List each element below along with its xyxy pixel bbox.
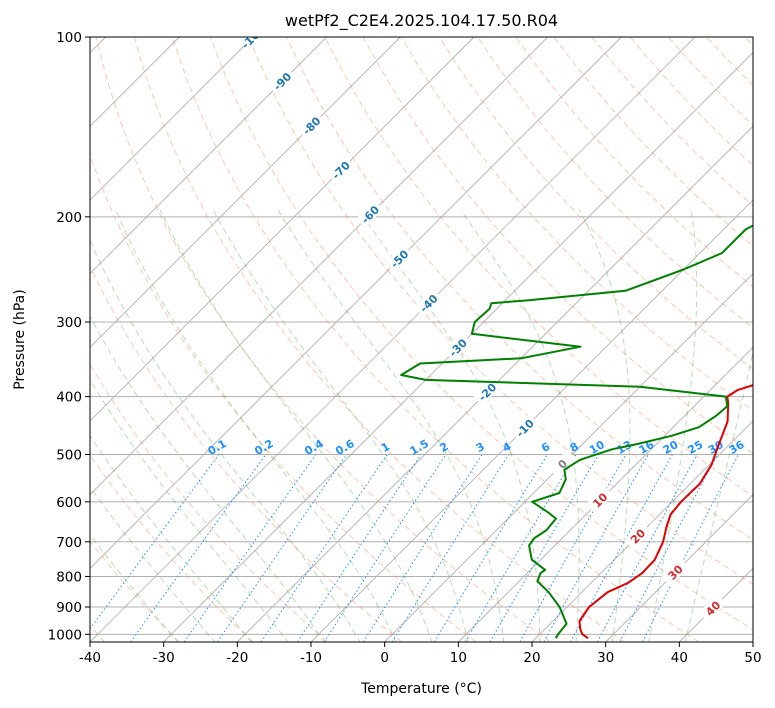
- mixing-ratio-line: [489, 454, 600, 642]
- isotherm-line: [90, 37, 254, 201]
- y-tick-label: 400: [56, 390, 82, 406]
- profile-series: [400, 224, 753, 640]
- moist-adiabat-line: [90, 314, 325, 642]
- dewpoint-line: [400, 224, 753, 639]
- x-tick-label: -40: [79, 650, 101, 666]
- isotherm-line: [90, 37, 401, 348]
- isotherm-line: [90, 37, 475, 422]
- isotherm-line: [458, 346, 753, 642]
- y-axis-label: Pressure (hPa): [12, 289, 28, 389]
- isotherm-label-bg: [268, 67, 296, 95]
- dry-adiabat-line: [438, 37, 753, 370]
- isotherm-label-bg: [473, 377, 501, 406]
- isotherm-line: [90, 37, 548, 496]
- isotherm-line: [90, 37, 696, 642]
- mixing-ratio-line: [297, 454, 422, 642]
- isotherm-line: [310, 199, 753, 642]
- dry-adiabat-line: [90, 153, 477, 642]
- mixing-ratio-line: [569, 454, 673, 642]
- x-tick-label: 30: [597, 650, 614, 666]
- isotherm-label-bg: [623, 522, 652, 550]
- mixing-ratio-line: [90, 454, 220, 630]
- isotherm-label-bg: [356, 200, 384, 228]
- dry-adiabat-line: [477, 37, 753, 329]
- dry-adiabat-line: [95, 37, 551, 642]
- isotherm-line: [605, 494, 753, 642]
- moist-adiabat-line: [90, 239, 361, 642]
- isotherm-line: [384, 273, 753, 642]
- moist-adiabat-line: [212, 209, 469, 642]
- moist-adiabat-line: [277, 209, 505, 642]
- isotherm-label-bg: [698, 594, 727, 622]
- isotherm-label-bg: [297, 111, 325, 140]
- x-tick-label: -20: [226, 650, 248, 666]
- y-tick-label: 600: [56, 495, 82, 511]
- isotherm-line: [90, 37, 622, 569]
- mixing-ratio-line: [323, 454, 447, 642]
- isotherm-label-bg: [326, 156, 355, 184]
- y-tick-label: 100: [56, 30, 82, 46]
- moist-adiabat-line: [90, 434, 252, 642]
- x-tick-label: 50: [744, 650, 761, 666]
- chart-title: wetPf2_C2E4.2025.104.17.50.R04: [285, 11, 558, 31]
- isotherm-label-bg: [585, 486, 614, 514]
- y-tick-label: 700: [56, 535, 82, 551]
- dry-adiabat-line: [362, 37, 753, 455]
- y-tick-label: 1000: [48, 627, 82, 643]
- isotherm-label-bg: [548, 449, 576, 478]
- temperature-line: [578, 384, 753, 640]
- mixing-ratio-line: [260, 454, 388, 642]
- y-tick-label: 300: [56, 315, 82, 331]
- mixing-ratio-line: [216, 454, 348, 642]
- plot-frame: [89, 36, 754, 643]
- isotherm-label-bg: [385, 244, 413, 273]
- dry-adiabat-line: [171, 37, 700, 642]
- y-tick-label: 200: [56, 210, 82, 226]
- dry-adiabat-line: [133, 37, 625, 642]
- isotherm-label-bg: [510, 413, 539, 442]
- isotherm-line: [90, 37, 327, 275]
- isotherm-line: [237, 125, 753, 642]
- plot-area: [90, 37, 753, 642]
- x-tick-label: -30: [153, 650, 175, 666]
- background-lines: [90, 37, 753, 642]
- x-axis-label: Temperature (°C): [360, 681, 482, 697]
- mixing-ratio-line: [596, 454, 698, 642]
- moist-adiabat-line: [115, 209, 397, 642]
- y-tick-label: 800: [56, 569, 82, 585]
- moist-adiabat-line: [578, 209, 631, 642]
- dry-adiabat-line: [400, 37, 753, 412]
- dry-adiabat-line: [324, 37, 753, 498]
- mixing-ratio-line: [433, 454, 548, 642]
- mixing-ratio-line: [183, 454, 317, 642]
- y-tick-label: 500: [56, 448, 82, 464]
- mixing-ratio-line: [519, 454, 627, 642]
- dry-adiabat-line: [515, 37, 753, 288]
- x-tick-label: 20: [523, 650, 540, 666]
- moist-adiabat-line: [90, 378, 289, 642]
- isotherm-label-bg: [661, 558, 689, 586]
- moist-adiabat-line: [90, 485, 216, 642]
- isotherm-label-bg: [414, 289, 443, 317]
- x-tick-label: 10: [450, 650, 467, 666]
- dry-adiabat-line: [248, 37, 753, 586]
- x-tick-label: -10: [300, 650, 322, 666]
- y-tick-label: 900: [56, 600, 82, 616]
- dry-adiabat-line: [90, 265, 403, 642]
- moist-adiabat-line: [460, 209, 580, 642]
- x-tick-label: 0: [380, 650, 389, 666]
- moist-adiabat-line: [159, 209, 433, 642]
- isotherm-label-bg: [238, 37, 267, 51]
- mixing-ratio-line: [130, 454, 267, 642]
- axes: -40 -30 -20 -10 0 10 20 30 40 50 100 200 300 400 500 60…: [48, 30, 762, 666]
- dry-adiabat-line: [210, 37, 753, 631]
- x-tick-label: 40: [671, 650, 688, 666]
- dry-adiabat-line: [90, 363, 328, 642]
- dry-adiabat-line: [90, 453, 254, 642]
- dry-adiabat-line: [286, 37, 753, 541]
- isotherm-label-bg: [443, 333, 472, 362]
